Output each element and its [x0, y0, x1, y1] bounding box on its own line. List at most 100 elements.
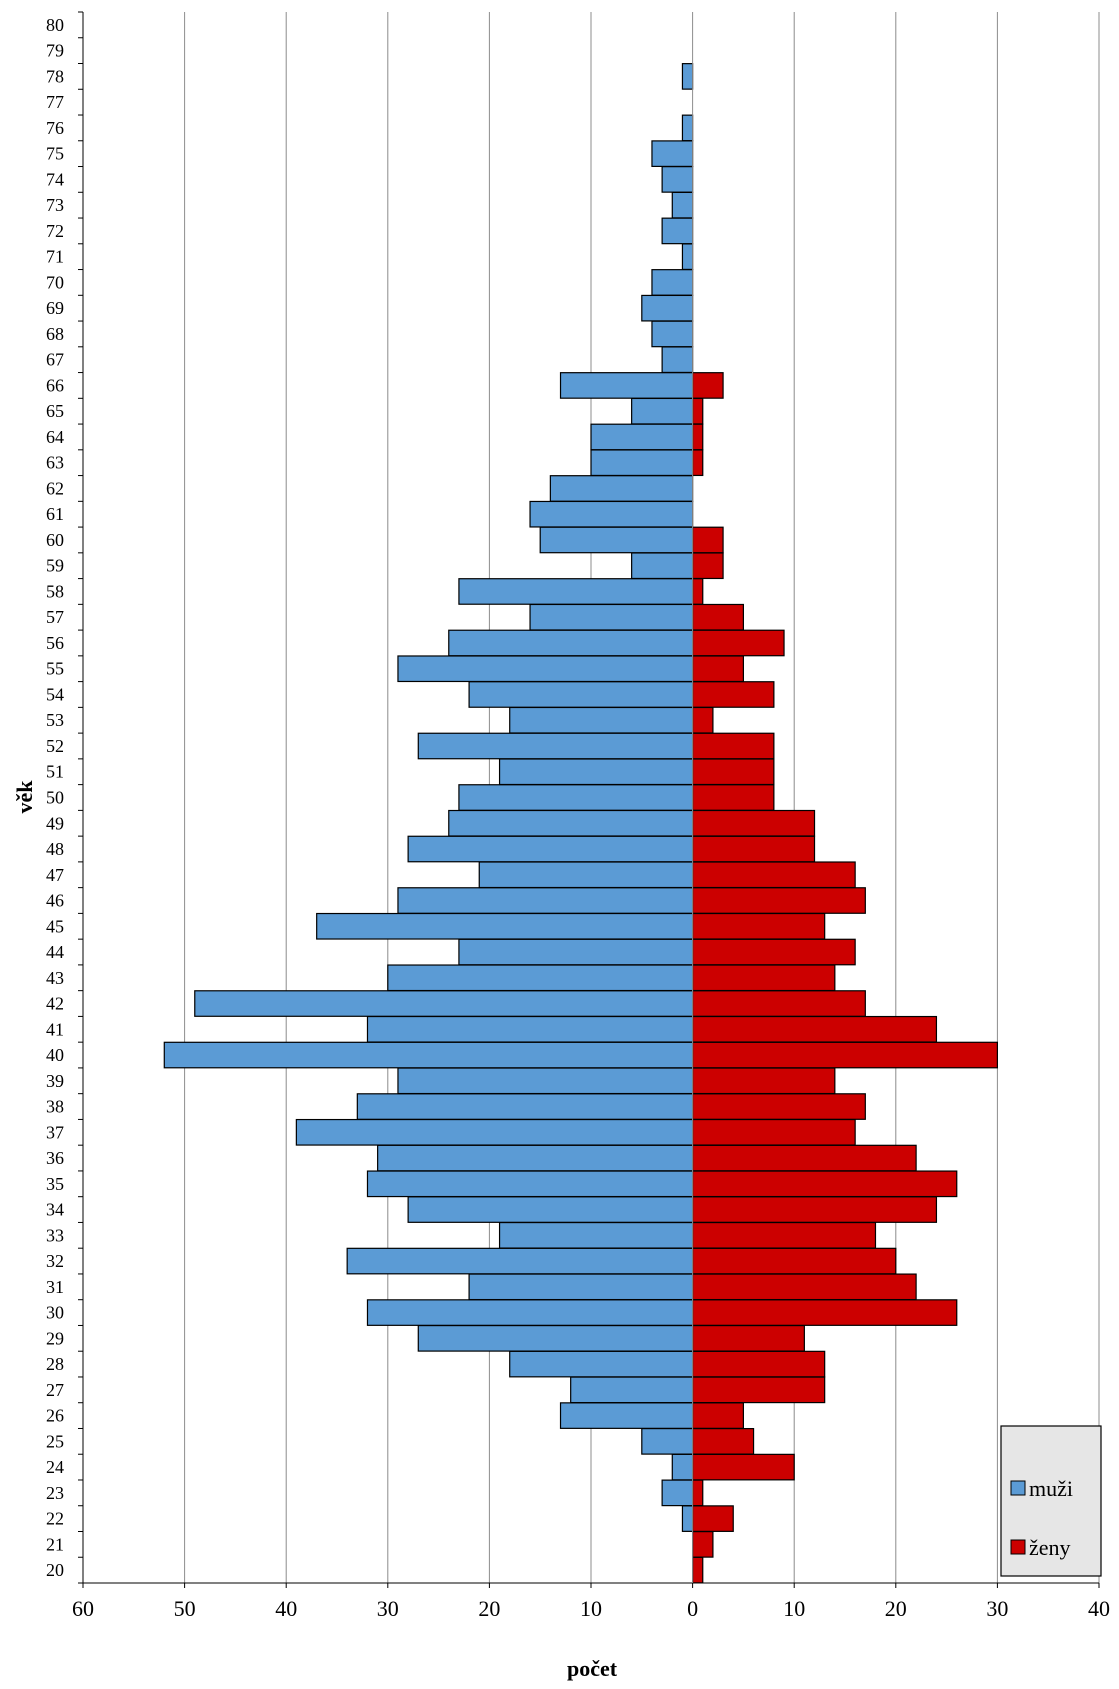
y-tick-label-36: 36: [46, 1148, 64, 1168]
bar-muzi-55: [397, 655, 694, 683]
bar-zeny-63: [691, 449, 704, 477]
bar-zeny-57: [691, 603, 744, 631]
y-tick-label-32: 32: [46, 1251, 64, 1271]
bar-muzi-49: [448, 809, 694, 837]
bar-zeny-39: [691, 1067, 836, 1095]
bar-muzi-70: [651, 269, 694, 296]
bar-zeny-55: [691, 655, 744, 683]
y-tick-label-40: 40: [46, 1045, 64, 1065]
bar-zeny-27: [691, 1376, 826, 1404]
y-tick-label-37: 37: [46, 1122, 64, 1142]
bar-zeny-64: [691, 423, 704, 451]
bar-muzi-60: [539, 526, 694, 554]
bar-zeny-30: [691, 1299, 958, 1326]
bar-zeny-58: [691, 578, 704, 605]
y-tick-label-45: 45: [46, 916, 64, 936]
bar-muzi-44: [458, 938, 694, 966]
bar-muzi-24: [671, 1453, 694, 1481]
y-tick-label-25: 25: [46, 1431, 64, 1451]
bar-zeny-24: [691, 1453, 795, 1481]
bar-muzi-50: [458, 784, 694, 811]
y-tick-label-74: 74: [46, 169, 64, 189]
bar-muzi-54: [468, 681, 694, 708]
bar-zeny-43: [691, 964, 836, 992]
bar-zeny-59: [691, 552, 724, 580]
bar-zeny-29: [691, 1324, 805, 1352]
y-tick-label-57: 57: [46, 607, 64, 627]
bar-muzi-64: [590, 423, 694, 451]
y-tick-label-23: 23: [46, 1483, 64, 1503]
bar-zeny-50: [691, 784, 775, 811]
y-tick-label-54: 54: [46, 684, 64, 704]
y-tick-label-67: 67: [46, 350, 64, 370]
bar-muzi-28: [509, 1350, 694, 1378]
bar-zeny-33: [691, 1221, 877, 1249]
bar-muzi-27: [570, 1376, 694, 1404]
x-tick-label: 0: [687, 1596, 698, 1621]
y-tick-label-27: 27: [46, 1380, 64, 1400]
bar-muzi-36: [377, 1144, 694, 1172]
bar-zeny-47: [691, 861, 856, 889]
y-tick-label-43: 43: [46, 968, 64, 988]
y-tick-label-49: 49: [46, 813, 64, 833]
bar-zeny-32: [691, 1247, 897, 1275]
y-tick-label-26: 26: [46, 1406, 64, 1426]
y-tick-label-61: 61: [46, 504, 64, 524]
bar-zeny-51: [691, 758, 775, 786]
bar-zeny-54: [691, 681, 775, 708]
legend-swatch-zeny: [1010, 1539, 1026, 1555]
bar-zeny-26: [691, 1402, 744, 1429]
bar-muzi-23: [661, 1479, 694, 1507]
y-tick-label-60: 60: [46, 530, 64, 550]
y-tick-label-63: 63: [46, 453, 64, 473]
bar-zeny-34: [691, 1196, 938, 1223]
y-tick-label-70: 70: [46, 272, 64, 292]
bar-muzi-32: [346, 1247, 694, 1275]
y-tick-label-22: 22: [46, 1509, 64, 1529]
bar-muzi-57: [529, 603, 694, 631]
y-tick-label-69: 69: [46, 298, 64, 318]
y-tick-label-38: 38: [46, 1097, 64, 1117]
bar-zeny-20: [691, 1556, 704, 1584]
bar-muzi-22: [681, 1505, 694, 1532]
bar-muzi-34: [407, 1196, 694, 1223]
y-tick-label-29: 29: [46, 1328, 64, 1348]
bar-muzi-62: [549, 475, 694, 502]
bar-muzi-35: [366, 1170, 694, 1198]
y-tick-label-73: 73: [46, 195, 64, 215]
y-tick-labels: 20 21 22 23 24 25 26 27 28 29 30 31 32 33 34 35 36 37 38 39…: [46, 15, 64, 1580]
bar-zeny-21: [691, 1531, 714, 1558]
bar-muzi-29: [417, 1324, 694, 1352]
y-tick-label-68: 68: [46, 324, 64, 344]
bar-muzi-45: [316, 912, 694, 940]
y-tick-label-35: 35: [46, 1174, 64, 1194]
y-tick-label-30: 30: [46, 1303, 64, 1323]
bar-zeny-53: [691, 706, 714, 734]
bar-zeny-36: [691, 1144, 917, 1172]
bar-muzi-56: [448, 629, 694, 657]
bar-muzi-59: [631, 552, 694, 580]
y-tick-label-71: 71: [46, 247, 64, 267]
y-tick-label-47: 47: [46, 865, 64, 885]
y-tick-label-24: 24: [46, 1457, 64, 1477]
bar-muzi-58: [458, 578, 694, 605]
bar-zeny-22: [691, 1505, 734, 1532]
y-tick-label-41: 41: [46, 1019, 64, 1039]
y-tick-label-42: 42: [46, 994, 64, 1014]
bar-muzi-47: [478, 861, 694, 889]
bar-zeny-60: [691, 526, 724, 554]
y-tick-label-20: 20: [46, 1560, 64, 1580]
bar-muzi-71: [681, 243, 694, 271]
bar-muzi-38: [356, 1093, 694, 1120]
x-tick-label: 40: [1088, 1596, 1110, 1621]
bar-zeny-44: [691, 938, 856, 966]
x-tick-label: 10: [783, 1596, 805, 1621]
y-tick-label-64: 64: [46, 427, 64, 447]
bar-muzi-63: [590, 449, 694, 477]
bar-zeny-46: [691, 887, 866, 914]
y-tick-label-51: 51: [46, 762, 64, 782]
bar-zeny-41: [691, 1015, 938, 1043]
y-tick-label-56: 56: [46, 633, 64, 653]
bar-muzi-31: [468, 1273, 694, 1301]
